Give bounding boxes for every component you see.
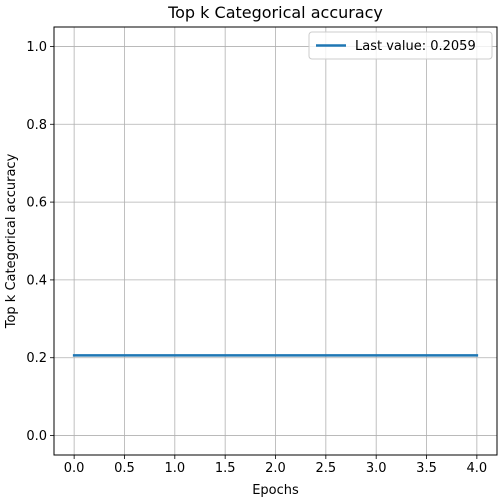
legend-label: Last value: 0.2059	[355, 39, 476, 54]
x-axis-label: Epochs	[252, 483, 299, 498]
y-tick-label: 0.6	[26, 196, 47, 211]
legend-box	[308, 31, 493, 60]
y-axis: 0.0 0.2 0.4 0.6 0.8 1.0	[26, 40, 54, 444]
x-tick-label: 3.0	[366, 461, 387, 476]
x-tick-label: 2.5	[315, 461, 336, 476]
y-tick-label: 0.0	[26, 429, 47, 444]
y-tick-label: 0.8	[26, 118, 47, 133]
x-tick-label: 1.5	[215, 461, 236, 476]
legend: Last value: 0.2059	[308, 31, 493, 60]
y-tick-label: 0.2	[26, 351, 47, 366]
y-axis-label: Top k Categorical accuracy	[4, 153, 19, 329]
grid	[54, 27, 497, 455]
x-tick-label: 4.0	[467, 461, 488, 476]
x-tick-label: 3.5	[416, 461, 437, 476]
x-tick-label: 2.0	[265, 461, 286, 476]
y-tick-label: 1.0	[26, 40, 47, 55]
x-tick-label: 1.0	[164, 461, 185, 476]
x-tick-label: 0.5	[114, 461, 135, 476]
y-tick-label: 0.4	[26, 273, 47, 288]
chart-title: Top k Categorical accuracy	[167, 3, 383, 22]
x-tick-label: 0.0	[64, 461, 85, 476]
x-axis: 0.0 0.5 1.0 1.5 2.0 2.5 3.0 3.5 4.0	[64, 455, 487, 476]
